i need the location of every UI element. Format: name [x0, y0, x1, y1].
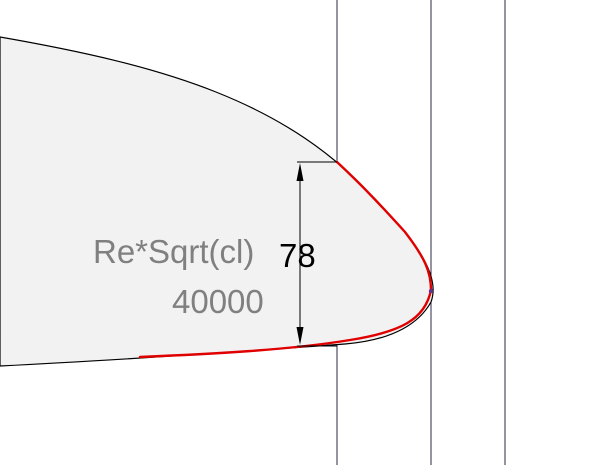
dimension-value-label: 78 — [279, 237, 316, 274]
parameter-value-label: 40000 — [172, 283, 264, 320]
highlight-curve — [138, 160, 433, 359]
dimension-arrow-top — [296, 163, 304, 181]
dimension-arrow-bottom — [296, 327, 304, 345]
leading-edge-tip-marker — [428, 288, 434, 294]
parameter-name-label: Re*Sqrt(cl) — [93, 233, 254, 270]
